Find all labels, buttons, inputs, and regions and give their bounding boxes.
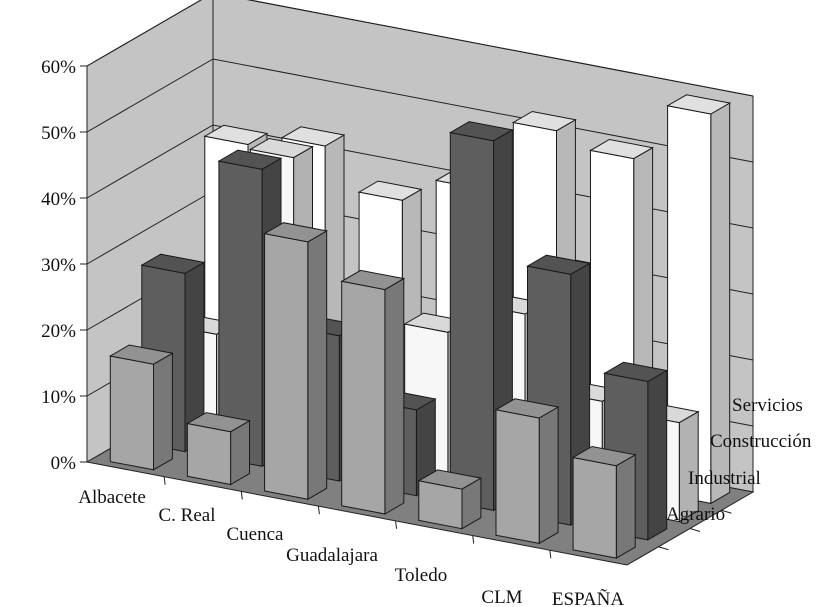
bar-agrario-c-real [187, 413, 249, 485]
x-tick-mark [164, 477, 165, 485]
x-tick-mark [473, 536, 474, 544]
series-label: Industrial [688, 468, 761, 489]
z-tick-mark [690, 529, 700, 532]
category-label: Cuenca [227, 524, 285, 545]
y-tick-label: 60% [41, 57, 76, 78]
category-label: Toledo [395, 565, 448, 586]
y-tick-label: 40% [41, 189, 76, 210]
y-tick-label: 50% [41, 123, 76, 144]
y-tick-label: 20% [41, 321, 76, 342]
y-tick-label: 10% [41, 387, 76, 408]
category-label: ESPAÑA [552, 588, 624, 607]
x-tick-mark [318, 506, 319, 514]
y-tick-label: 30% [41, 255, 76, 276]
category-label: CLM [481, 587, 522, 607]
category-label: Guadalajara [286, 545, 378, 566]
bar-agrario-albacete [110, 345, 172, 470]
bar-agrario-españa [573, 447, 635, 559]
bar-agrario-clm [496, 399, 558, 544]
series-label: Servicios [732, 395, 803, 416]
series-label: Construcción [710, 431, 812, 452]
z-tick-mark [659, 547, 669, 550]
bar-agrario-cuenca [265, 223, 327, 500]
series-label: Agrario [666, 504, 725, 525]
x-tick-mark [550, 550, 551, 558]
y-axis-ticks: 0% 10% 20% 30% 40% 50% 60% [41, 57, 87, 474]
bar-agrario-guadalajara [342, 270, 404, 514]
x-tick-mark [241, 491, 242, 499]
category-label: C. Real [159, 505, 216, 526]
x-tick-mark [396, 521, 397, 529]
bar-agrario-toledo [419, 470, 481, 529]
category-label: Albacete [78, 487, 146, 508]
y-tick-label: 0% [51, 453, 77, 474]
